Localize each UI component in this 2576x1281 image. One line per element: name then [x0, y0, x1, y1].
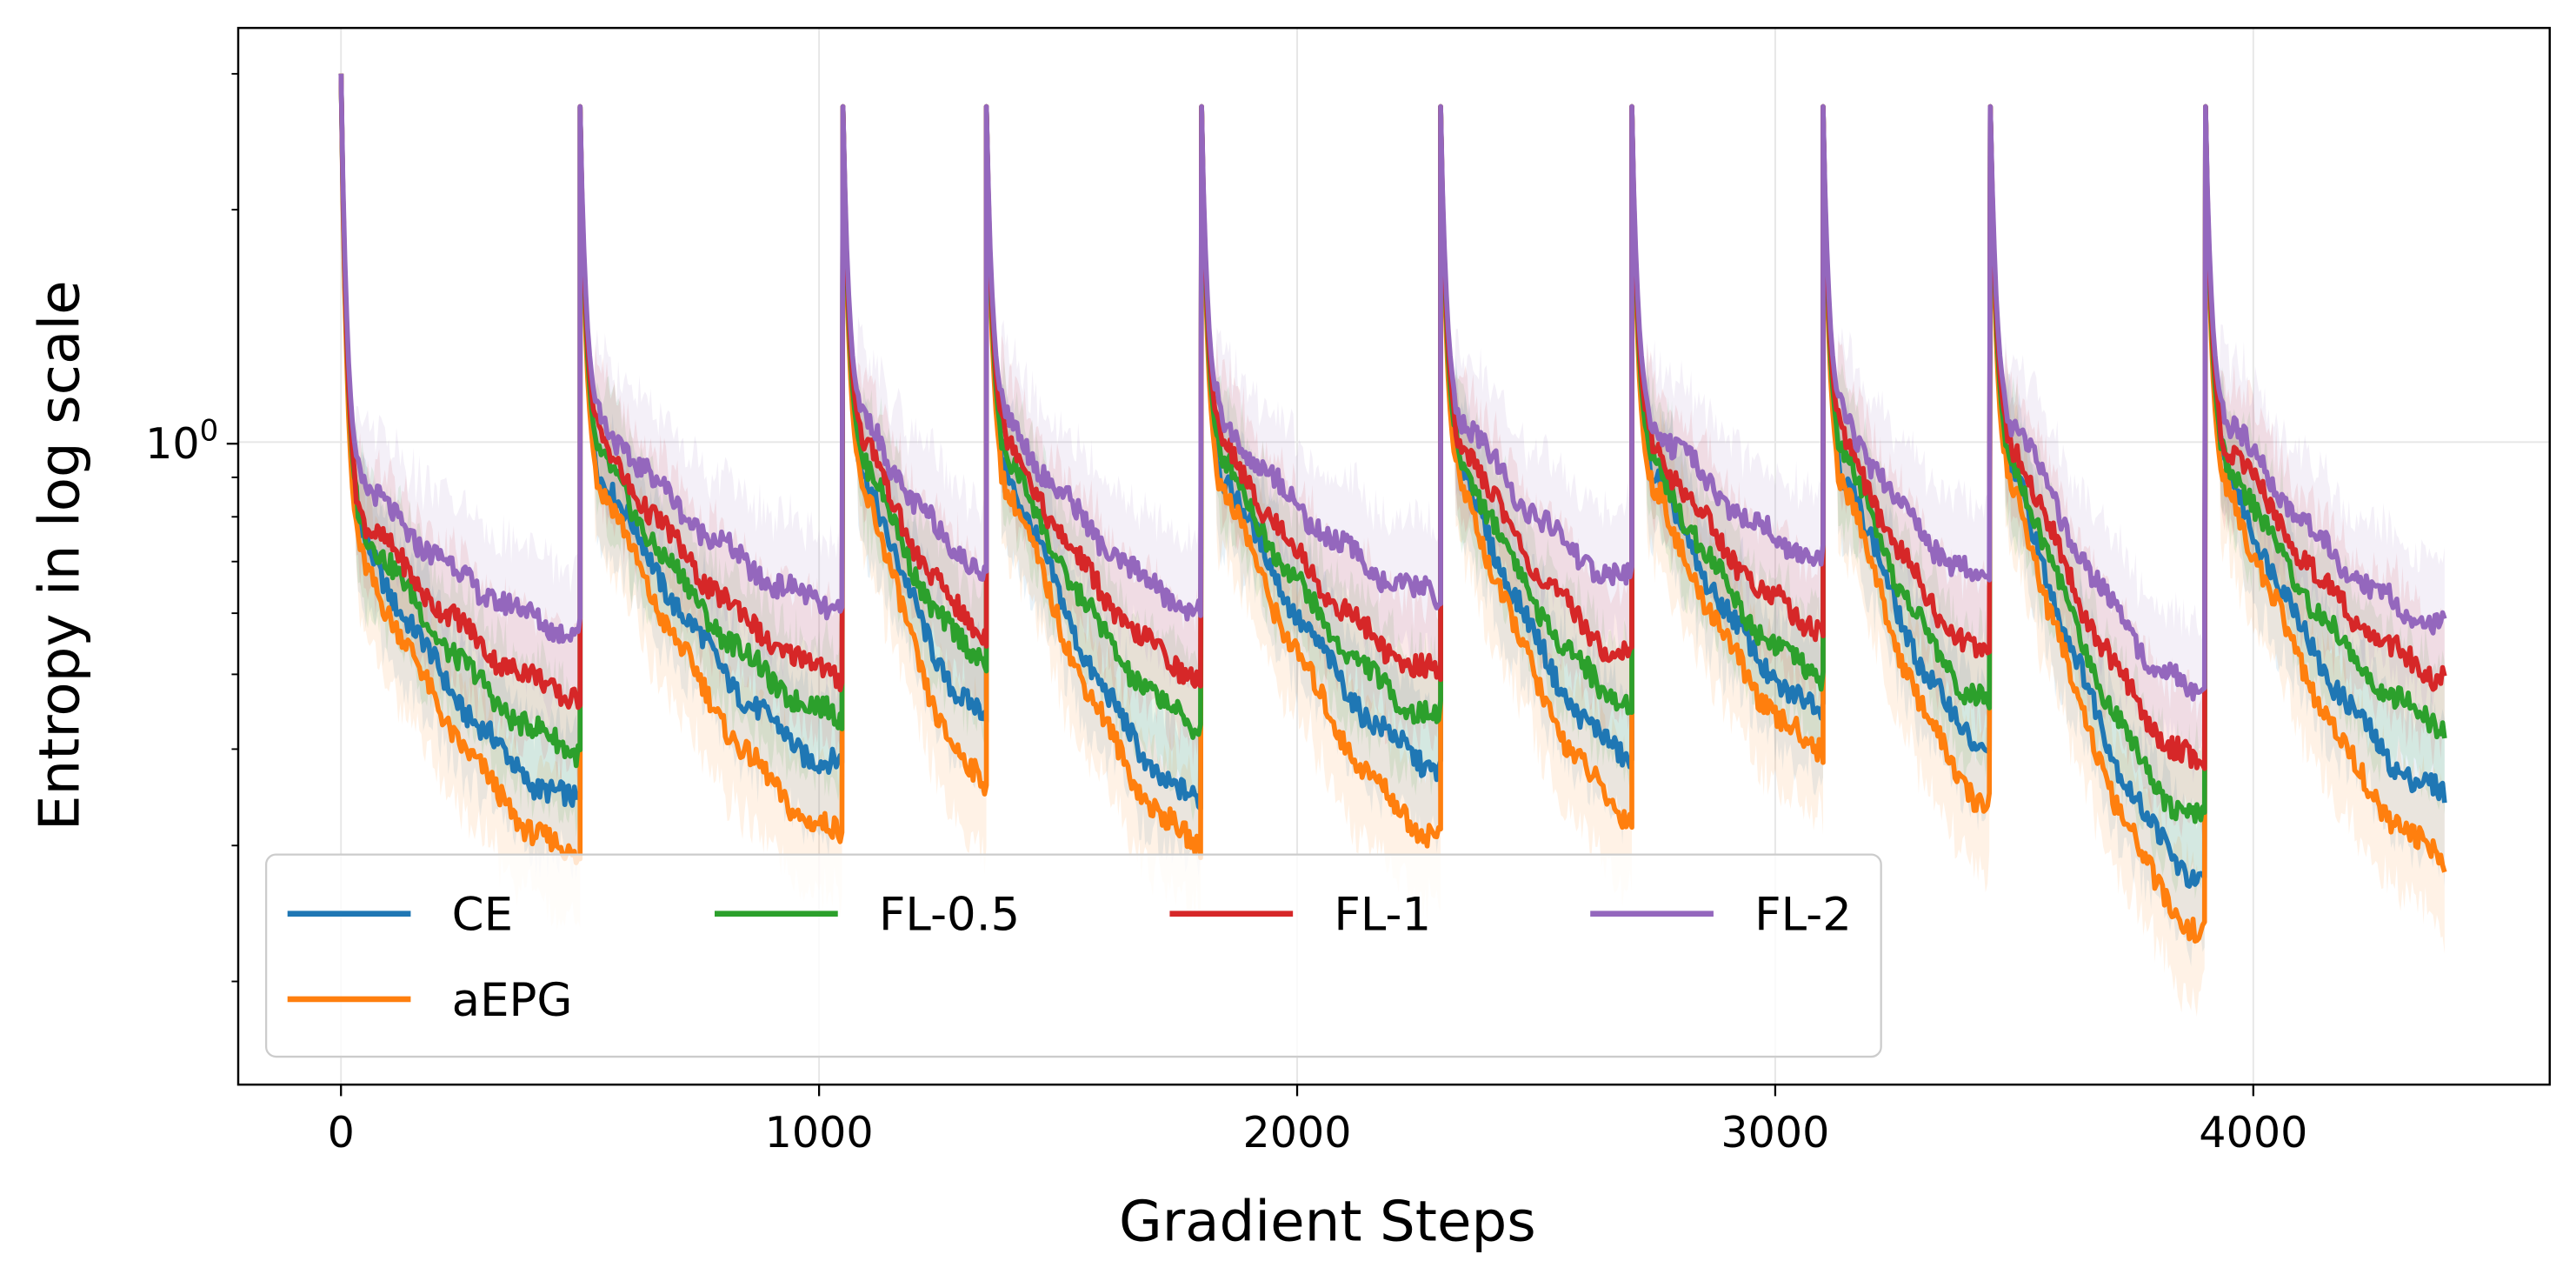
legend-label-aepg: aEPG: [452, 974, 573, 1027]
series-lines: [338, 73, 2447, 944]
x-axis: 0 1000 2000 3000 4000: [328, 1084, 2307, 1158]
x-axis-label: Gradient Steps: [1119, 1190, 1536, 1255]
plot-frame: [236, 26, 2551, 1086]
band-aepg: [341, 73, 2445, 1017]
line-fl-1: [338, 73, 2447, 771]
band-ce: [341, 73, 2445, 967]
y-axis-label: Entropy in log scale: [28, 280, 93, 831]
legend-label-fl-1: FL-1: [1334, 889, 1431, 942]
x-tick-label: 0: [328, 1107, 355, 1158]
x-tick-label: 1000: [765, 1107, 874, 1158]
line-ce: [338, 73, 2447, 889]
y-tick-label: 100: [145, 413, 218, 469]
legend-label-fl-2: FL-2: [1754, 889, 1852, 942]
legend: CE FL-0.5 FL-1 FL-2 aEPG: [264, 853, 1882, 1058]
line-fl-0.5: [338, 73, 2447, 824]
x-tick-label: 3000: [1721, 1107, 1829, 1158]
line-fl-2: [338, 73, 2447, 702]
legend-label-ce: CE: [452, 889, 513, 942]
legend-label-fl-0.5: FL-0.5: [879, 889, 1020, 942]
legend-box: [264, 853, 1882, 1058]
x-tick-label: 4000: [2199, 1107, 2307, 1158]
x-tick-label: 2000: [1243, 1107, 1352, 1158]
line-aepg: [338, 73, 2447, 944]
y-axis: 100: [145, 72, 239, 983]
band-fl-1: [341, 73, 2445, 838]
